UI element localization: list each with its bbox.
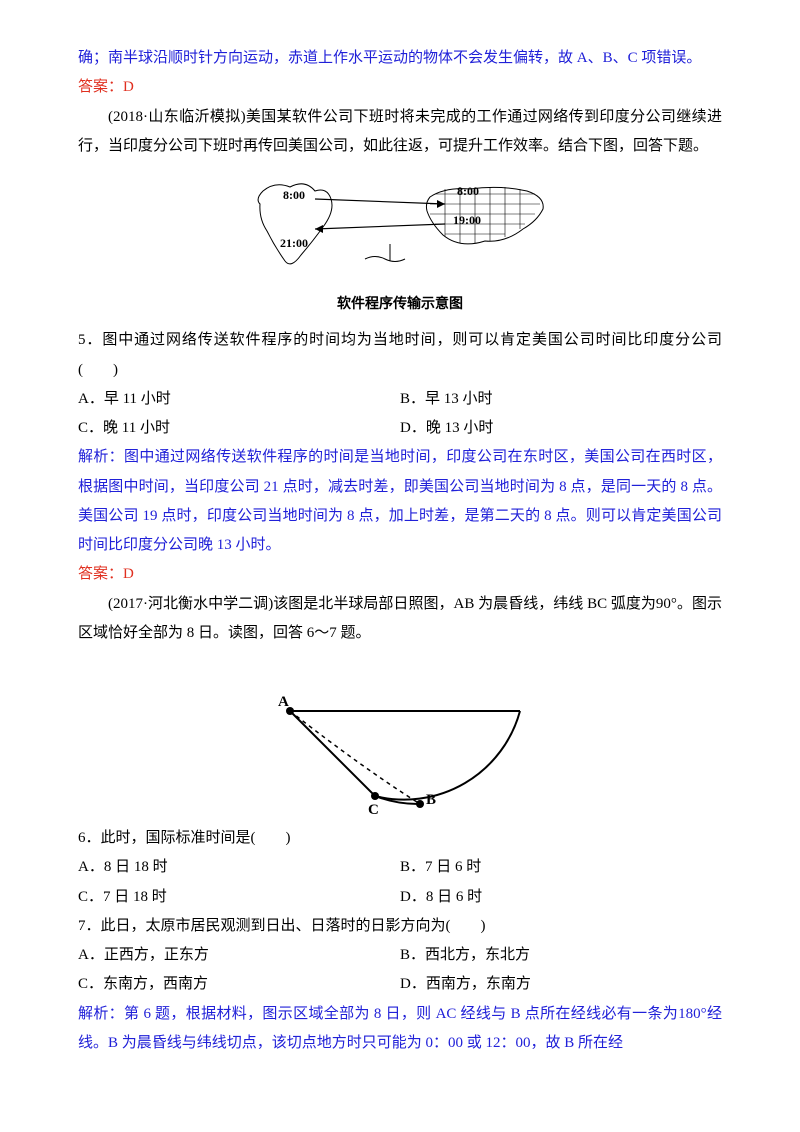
q5-options: A．早 11 小时 B．早 13 小时 C．晚 11 小时 D．晚 13 小时 [78, 385, 722, 444]
label-a: A [278, 694, 289, 710]
q7-opt-d: D．西南方，东南方 [400, 970, 722, 999]
q6-stem: 6．此时，国际标准时间是( ) [78, 824, 722, 853]
india-label-top: 8:00 [283, 188, 305, 202]
map-figure: 8:00 21:00 8:00 19:00 软件程序传输示意图 [78, 169, 722, 318]
q5-answer: 答案：D [78, 560, 722, 589]
q6-opt-c: C．7 日 18 时 [78, 883, 400, 912]
q6-opt-d: D．8 日 6 时 [400, 883, 722, 912]
sector-figure: A C B [78, 656, 722, 816]
q5-explanation: 解析：图中通过网络传送软件程序的时间是当地时间，印度公司在东时区，美国公司在西时… [78, 443, 722, 560]
map-caption: 软件程序传输示意图 [78, 291, 722, 318]
q5-opt-c: C．晚 11 小时 [78, 414, 400, 443]
context-passage-1: (2018·山东临沂模拟)美国某软件公司下班时将未完成的工作通过网络传到印度分公… [78, 103, 722, 162]
q6-opt-a: A．8 日 18 时 [78, 853, 400, 882]
q6-options: A．8 日 18 时 B．7 日 6 时 C．7 日 18 时 D．8 日 6 … [78, 853, 722, 912]
q6-opt-b: B．7 日 6 时 [400, 853, 722, 882]
usa-label-bottom: 19:00 [453, 213, 481, 227]
usa-label-top: 8:00 [457, 184, 479, 198]
q5-opt-d: D．晚 13 小时 [400, 414, 722, 443]
q5-stem: 5．图中通过网络传送软件程序的时间均为当地时间，则可以肯定美国公司时间比印度分公… [78, 326, 722, 385]
q7-stem: 7．此日，太原市居民观测到日出、日落时的日影方向为( ) [78, 912, 722, 941]
q7-opt-a: A．正西方，正东方 [78, 941, 400, 970]
q7-options: A．正西方，正东方 B．西北方，东北方 C．东南方，西南方 D．西南方，东南方 [78, 941, 722, 1000]
context-passage-2: (2017·河北衡水中学二调)该图是北半球局部日照图，AB 为晨昏线，纬线 BC… [78, 590, 722, 649]
prev-explanation: 确；南半球沿顺时针方向运动，赤道上作水平运动的物体不会发生偏转，故 A、B、C … [78, 44, 722, 73]
q7-explanation: 解析：第 6 题，根据材料，图示区域全部为 8 日，则 AC 经线与 B 点所在… [78, 1000, 722, 1059]
prev-answer: 答案：D [78, 73, 722, 102]
q7-opt-c: C．东南方，西南方 [78, 970, 400, 999]
q5-opt-a: A．早 11 小时 [78, 385, 400, 414]
q7-opt-b: B．西北方，东北方 [400, 941, 722, 970]
india-label-bottom: 21:00 [280, 236, 308, 250]
label-b: B [426, 792, 436, 808]
q5-opt-b: B．早 13 小时 [400, 385, 722, 414]
label-c: C [368, 802, 379, 816]
